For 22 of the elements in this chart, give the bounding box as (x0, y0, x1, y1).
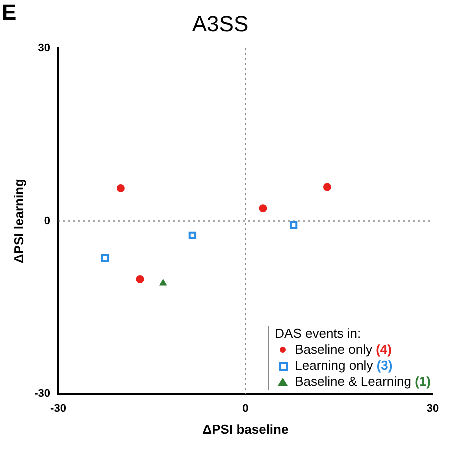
text: E (2, 0, 17, 26)
y-tick-label: 30 (38, 42, 50, 54)
x-tick-label: -30 (50, 402, 66, 415)
y-axis-title: ΔPSI learning (11, 179, 26, 264)
point (259, 204, 268, 213)
x-tick-label: 30 (426, 402, 440, 415)
y-tick-label: -30 (34, 388, 50, 400)
point (116, 184, 125, 192)
x-axis-title: ΔPSI baseline (202, 422, 289, 437)
x-tick-label: 0 (242, 402, 249, 415)
point (188, 232, 197, 240)
point (101, 254, 110, 262)
legend-label: Baseline & Learning (1) (295, 374, 431, 389)
point (324, 183, 332, 192)
chart-title: A3SS (192, 11, 249, 36)
y-tick-label: 0 (44, 215, 50, 228)
point (290, 222, 298, 230)
legend-title: DAS events in: (275, 326, 362, 342)
legend-label: Baseline only (4) (295, 342, 392, 357)
point (160, 280, 167, 286)
point (136, 276, 144, 284)
legend-label: Learning only (3) (295, 358, 393, 373)
